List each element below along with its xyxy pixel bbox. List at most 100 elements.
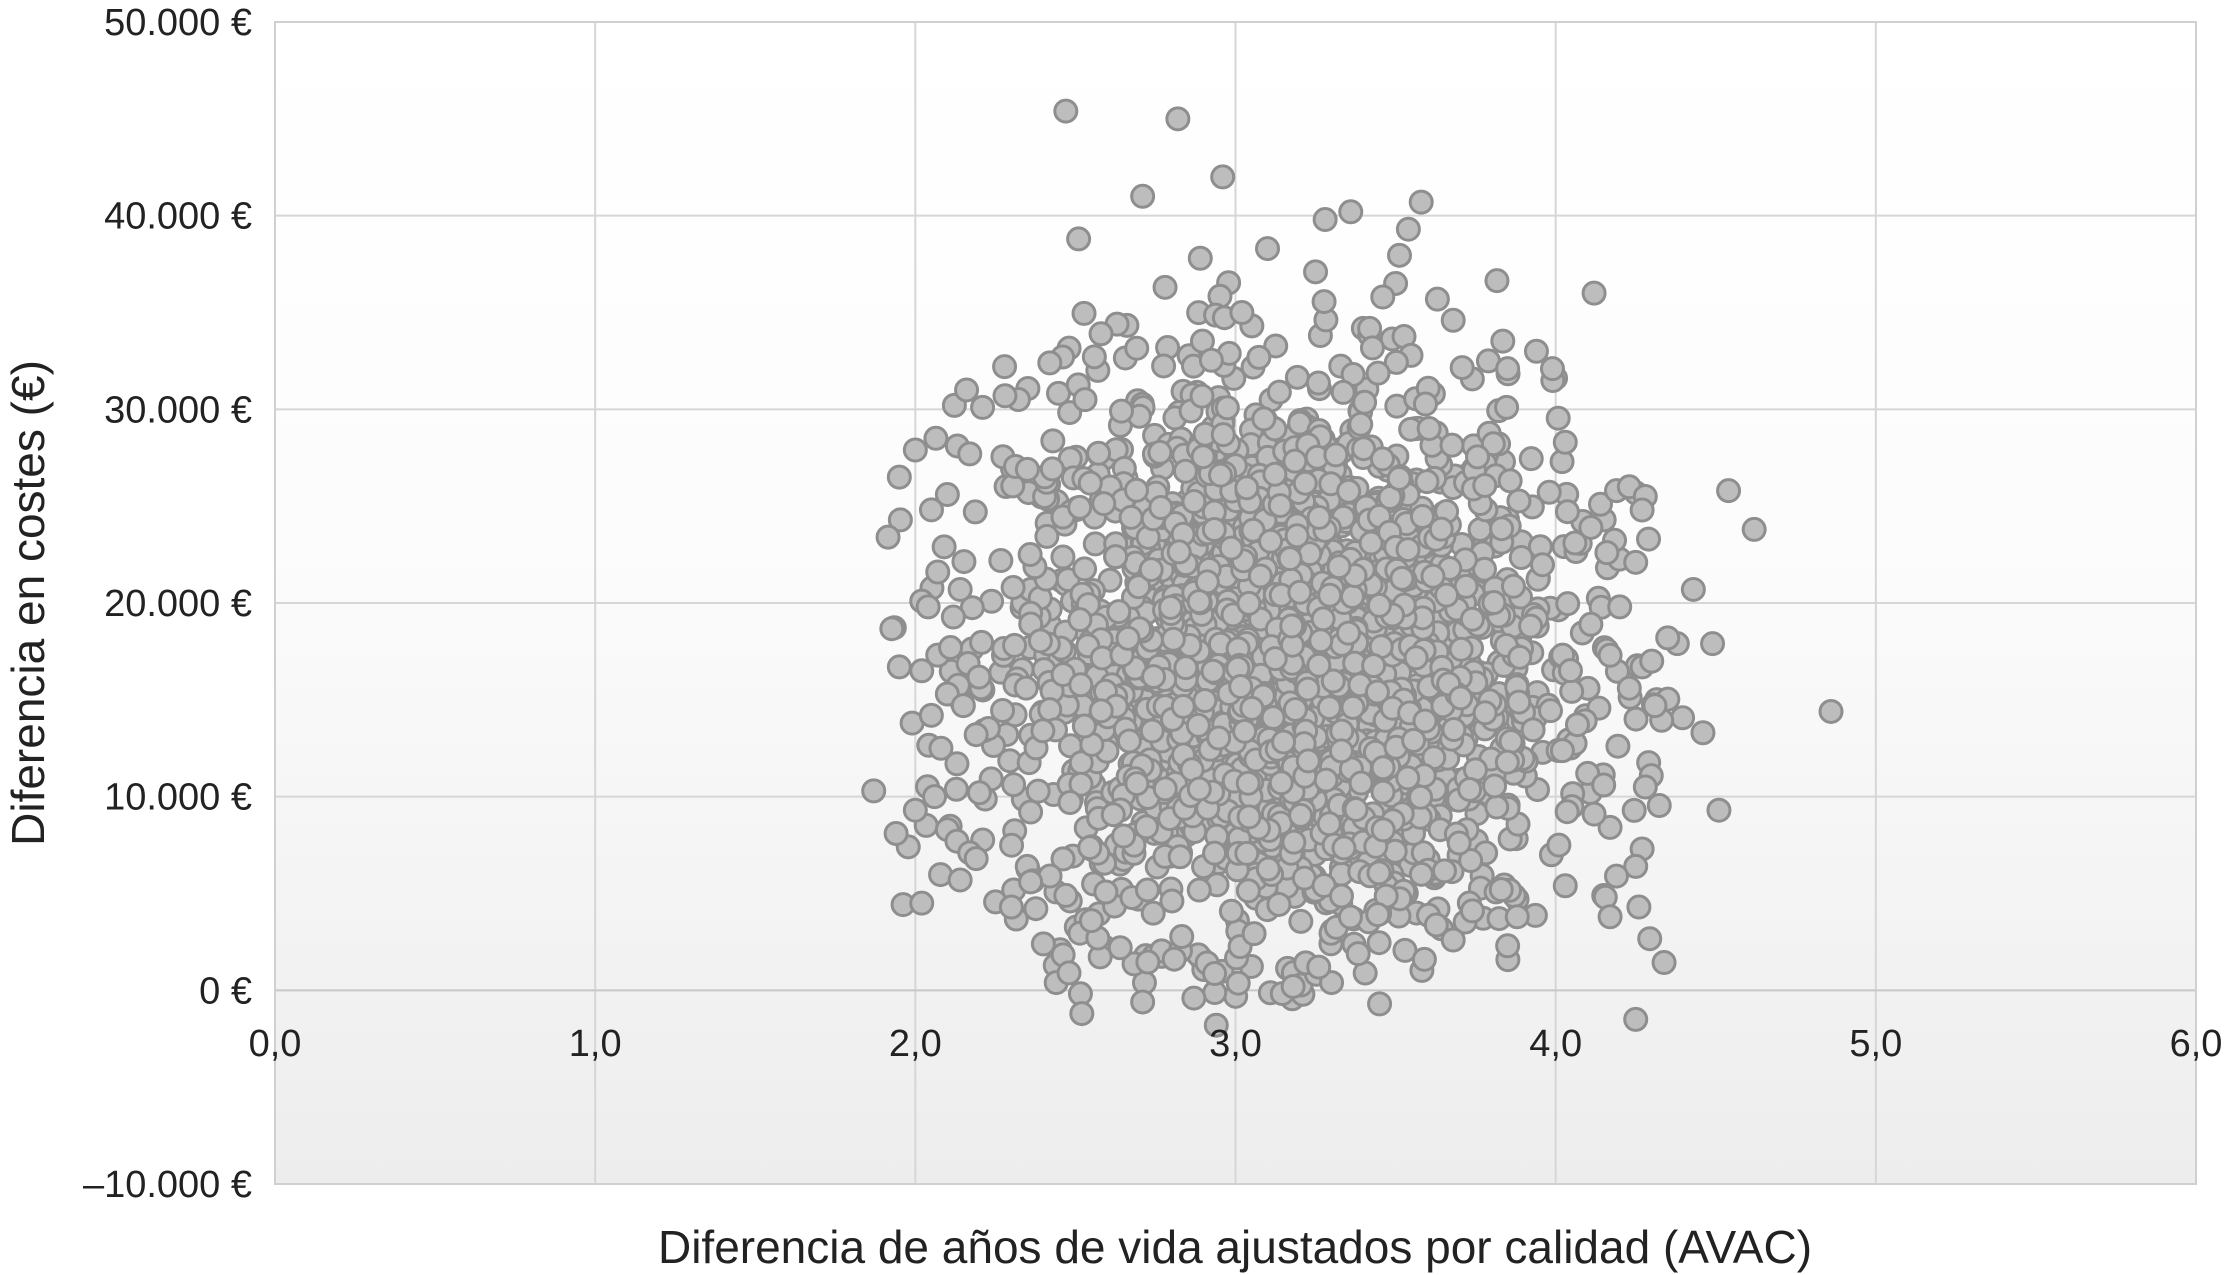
scatter-point [1482,773,1508,799]
scatter-point [954,377,980,403]
scatter-point [1316,811,1342,837]
scatter-point [1068,771,1094,797]
scatter-point [1037,350,1063,376]
x-tick-label: 1,0 [569,1023,622,1065]
scatter-point [1367,991,1393,1017]
scatter-point [1581,280,1607,306]
scatter-point [962,499,988,525]
scatter-point [1071,713,1097,739]
scatter-point [934,482,960,508]
scatter-point [1323,442,1349,468]
scatter-point [1151,353,1177,379]
scatter-point [1160,626,1186,652]
scatter-point [1115,625,1141,651]
scatter-point [957,441,983,467]
scatter-point [1308,628,1334,654]
scatter-point [1218,898,1244,924]
scatter-point [1594,540,1620,566]
scatter-point [1395,537,1421,563]
scatter-point [1030,931,1056,957]
scatter-point [1271,729,1297,755]
scatter-point [909,890,935,916]
scatter-point [1597,642,1623,668]
scatter-point [1255,856,1281,882]
scatter-point [1317,582,1343,608]
scatter-point [1306,954,1332,980]
scatter-point [1305,370,1331,396]
scatter-point [1093,879,1119,905]
scatter-point [1190,444,1216,470]
scatter-point [1240,517,1266,543]
scatter-point [1616,675,1642,701]
scatter-point [1306,652,1332,678]
scatter-point [938,635,964,661]
scatter-point [1141,664,1167,690]
scatter-point [1655,625,1681,651]
scatter-point [1412,708,1438,734]
scatter-point [1591,772,1617,798]
scatter-point [1440,307,1466,333]
scatter-point [1408,861,1434,887]
y-tick-label: 0 € [199,970,252,1012]
scatter-point [1706,797,1732,823]
scatter-point [1053,98,1079,124]
scatter-point [1126,574,1152,600]
scatter-point [1488,877,1514,903]
scatter-point [1118,504,1144,530]
scatter-point [1557,658,1583,684]
scatter-point [1504,904,1530,930]
scatter-point [1267,493,1293,519]
scatter-point [883,820,909,846]
scatter-point [1389,565,1415,591]
scatter-point [1457,776,1483,802]
scatter-point [1181,985,1207,1011]
scatter-point [1554,799,1580,825]
scatter-point [944,751,970,777]
scatter-point [1147,439,1173,465]
scatter-point [992,383,1018,409]
scatter-point [1262,461,1288,487]
scatter-point [1587,491,1613,517]
scatter-point [1185,712,1211,738]
scatter-point [1520,717,1546,743]
scatter-point [1562,530,1588,556]
scatter-point [1345,941,1371,967]
scatter-point [1255,236,1281,262]
scatter-point [918,702,944,728]
scatter-point [1365,902,1391,928]
scatter-point [1023,896,1049,922]
scatter-point [1490,328,1516,354]
scatter-point [1088,698,1114,724]
scatter-point [1258,528,1284,554]
scatter-point [1169,924,1195,950]
scatter-point [1366,860,1392,886]
scatter-point [1181,489,1207,515]
scatter-point [1646,793,1672,819]
scatter-point [861,778,887,804]
scatter-point [1536,479,1562,505]
scatter-point [1000,574,1026,600]
scatter-point [1067,607,1093,633]
scatter-point [1370,817,1396,843]
scatter-point [1066,226,1092,252]
scatter-point [1403,645,1429,671]
scatter-point [992,354,1018,380]
scatter-point [1124,335,1150,361]
scatter-point [1234,475,1260,501]
scatter-point [1554,499,1580,525]
scatter-point [1351,436,1377,462]
scatter-point [1338,199,1364,225]
scatter-point [1295,748,1321,774]
scatter-point [969,629,995,655]
scatter-point [1288,802,1314,828]
y-tick-label: 10.000 € [104,777,252,819]
scatter-point [909,658,935,684]
scatter-point [1361,653,1387,679]
x-axis-title: Diferencia de años de vida ajustados por… [658,1221,1812,1273]
scatter-point [1056,960,1082,986]
scatter-point [1214,395,1240,421]
scatter-point [1498,728,1524,754]
scatter-point [1500,573,1526,599]
scatter-point [1311,289,1337,315]
scatter-point [988,548,1014,574]
